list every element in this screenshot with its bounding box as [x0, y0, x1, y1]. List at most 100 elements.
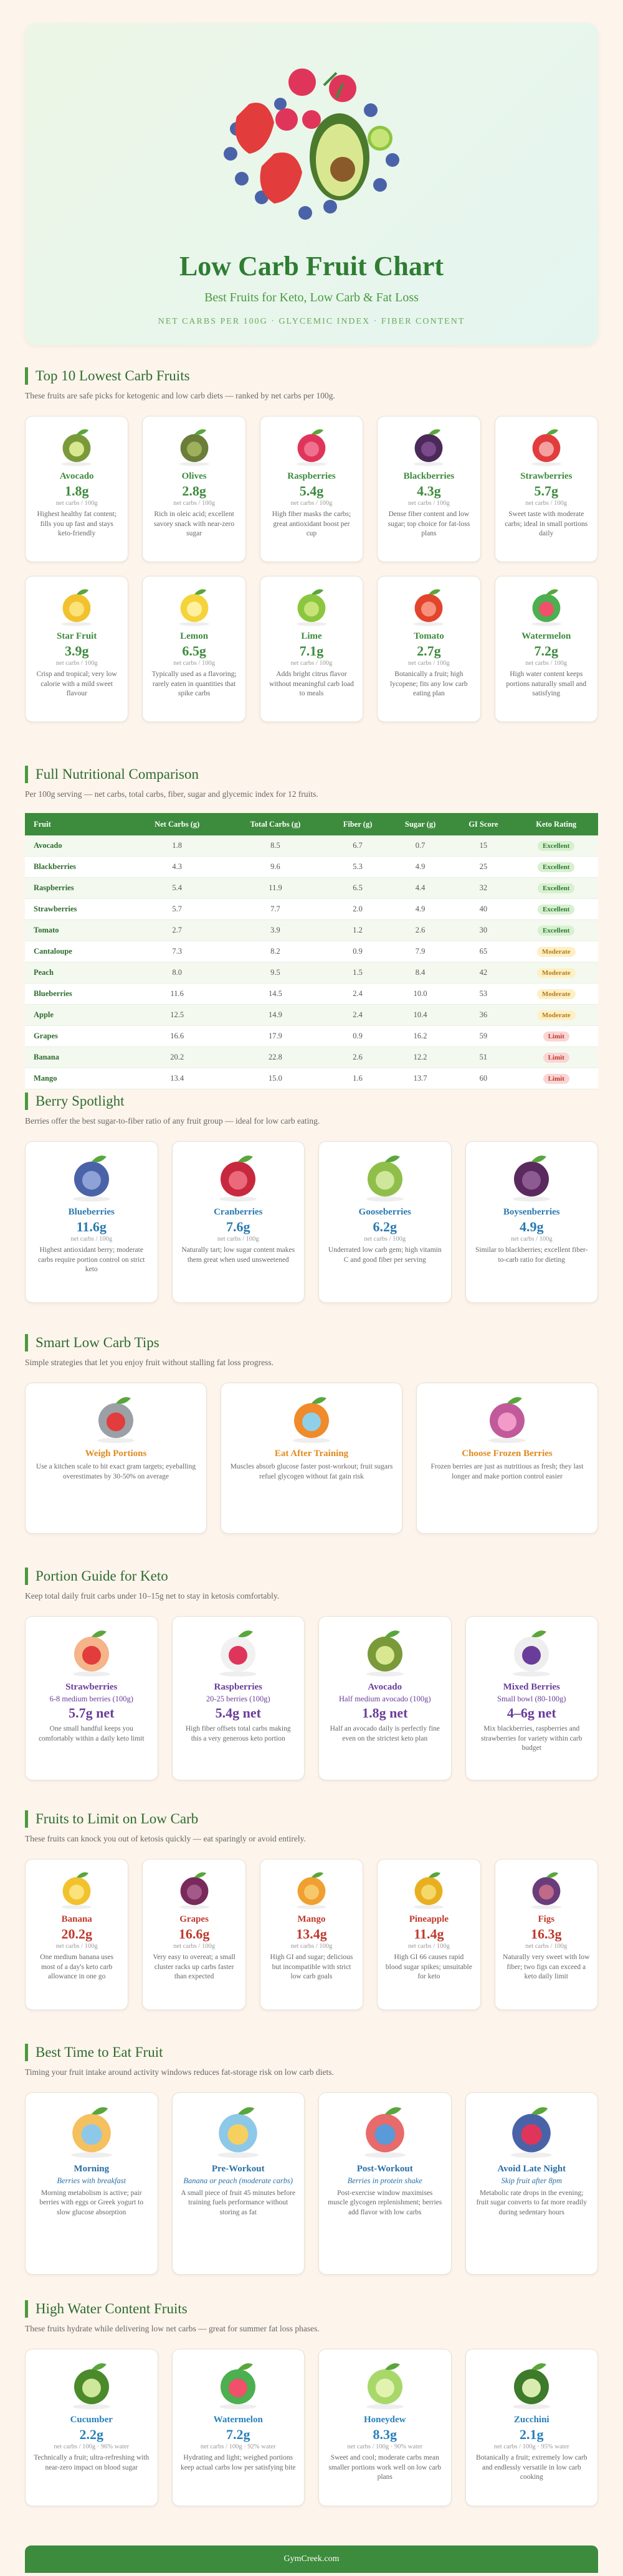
section-description: Simple strategies that let you enjoy fru… — [25, 1358, 273, 1367]
table-cell: 53 — [452, 983, 515, 1005]
icon-inner — [538, 601, 554, 617]
card-description: Mix blackberries, raspberries and strawb… — [481, 1725, 583, 1752]
fruit-icon — [179, 1872, 209, 1909]
card-name: Olives — [181, 471, 207, 481]
table-cell: 0.7 — [388, 835, 453, 857]
table-cell: 16.6 — [130, 1025, 224, 1047]
header: Low Carb Fruit Chart Best Fruits for Ket… — [25, 23, 598, 345]
fruit-icon — [62, 1872, 92, 1909]
table-cell: 5.7 — [130, 898, 224, 920]
table-cell: 9.5 — [223, 962, 328, 984]
table-cell: Excellent — [514, 898, 598, 920]
icon-shadow — [293, 1438, 330, 1443]
icon-inner — [522, 1171, 541, 1190]
card-value: 2.8g — [182, 483, 206, 499]
table-row: Banana 20.2 22.8 2.6 12.2 51 Limit — [25, 1046, 598, 1068]
card-description: One small handful keeps you comfortably … — [38, 1725, 145, 1742]
table-cell: 32 — [452, 877, 515, 899]
icon-inner — [375, 1171, 394, 1190]
icon-inner — [229, 1171, 248, 1190]
card-portion: Half medium avocado (100g) — [338, 1695, 431, 1703]
card-name: Banana — [61, 1914, 92, 1924]
card-value: 5.7g — [534, 483, 559, 499]
fruit-icon — [366, 1155, 404, 1201]
fruit-icon — [296, 589, 326, 626]
icon-shadow — [531, 1905, 561, 1909]
table-cell: 8.2 — [223, 941, 328, 962]
table-header-row: Fruit Net Carbs (g) Total Carbs (g) Fiber (… — [25, 813, 598, 835]
card-name: Star Fruit — [57, 631, 97, 641]
icon-inner — [421, 1884, 437, 1900]
table-cell: 7.3 — [130, 941, 224, 962]
icon-shadow — [513, 2404, 551, 2409]
card-name: Blackberries — [403, 471, 455, 481]
table-cell: 15.0 — [223, 1068, 328, 1089]
table-header: Total Carbs (g) — [223, 813, 328, 835]
table-cell: Blueberries — [25, 983, 131, 1005]
card-name: Mango — [297, 1914, 326, 1924]
card-value: 7.2g — [534, 643, 559, 659]
card-description: Sweet and cool; moderate carbs mean smal… — [328, 2454, 442, 2481]
card-description: Adds bright citrus flavor without meanin… — [269, 670, 354, 698]
table-row: Apple 12.5 14.9 2.4 10.4 36 Moderate — [25, 1004, 598, 1026]
card-grid: Cucumber 2.2g net carbs / 100g · 96% water… — [25, 2349, 598, 2506]
fruit-icon — [219, 2363, 257, 2409]
fruit-icon — [293, 1397, 330, 1443]
icon-inner — [375, 1646, 394, 1665]
card: Avocado Half medium avocado (100g) 1.8g ne… — [318, 1616, 452, 1780]
card-grid: Avocado 1.8g net carbs / 100g Highest healt… — [25, 416, 598, 722]
icon-shadow — [179, 1905, 209, 1909]
table-row: Tomato 2.7 3.9 1.2 2.6 30 Excellent — [25, 919, 598, 941]
icon-shadow — [513, 1196, 551, 1201]
icon-shadow — [72, 2404, 110, 2409]
section-title: Berry Spotlight — [25, 1093, 598, 1110]
card-name: Figs — [538, 1914, 555, 1924]
card-description: Post-exercise window maximises muscle gl… — [328, 2189, 442, 2216]
card: Avocado 1.8g net carbs / 100g Highest healt… — [25, 416, 129, 562]
card-description: Muscles absorb glucose faster post-worko… — [230, 1463, 393, 1480]
section-description: Per 100g serving — net carbs, total carb… — [25, 789, 318, 799]
card-unit: net carbs / 100g — [510, 1236, 553, 1243]
card-name: Avocado — [368, 1682, 402, 1692]
card-unit: net carbs / 100g — [217, 1236, 259, 1243]
card-value: 6.2g — [373, 1219, 397, 1234]
fruit-icon — [366, 2363, 404, 2409]
section: High Water Content Fruits These fruits hy… — [25, 2300, 598, 2506]
card: Post-Workout Berries in protein shake Post… — [318, 2092, 452, 2275]
card-description: Metabolic rate drops in the evening; fru… — [476, 2189, 587, 2216]
card-name: Raspberries — [214, 1682, 263, 1692]
fruit-icon — [513, 1630, 551, 1676]
card-unit: net carbs / 100g — [408, 660, 450, 667]
rating-badge: Limit — [543, 1052, 569, 1063]
card: Zucchini 2.1g net carbs / 100g · 95% water… — [465, 2349, 598, 2506]
icon-leaf — [77, 1872, 89, 1878]
icon-inner — [229, 2379, 248, 2397]
fruit-icon — [531, 589, 561, 626]
card: Mixed Berries Small bowl (80-100g) 4–6g ne… — [465, 1616, 598, 1780]
icon-leaf — [238, 1630, 254, 1637]
icon-inner — [69, 1884, 85, 1900]
icon-shadow — [62, 462, 92, 466]
table-cell: Limit — [514, 1068, 598, 1089]
card-description: Rich in oleic acid; excellent savory sna… — [154, 510, 235, 538]
icon-leaf — [546, 429, 558, 435]
section-description: These fruits can knock you out of ketosi… — [25, 1834, 306, 1843]
table-cell: Excellent — [514, 919, 598, 941]
table-cell: Excellent — [514, 835, 598, 857]
table-cell: 6.5 — [327, 877, 388, 899]
table-cell: 11.9 — [223, 877, 328, 899]
icon-leaf — [91, 1630, 107, 1637]
card-unit: net carbs / 100g — [290, 660, 333, 667]
icon-leaf — [77, 429, 89, 435]
icon-leaf — [194, 1872, 206, 1878]
fruit-icon — [488, 1397, 526, 1443]
icon-leaf — [238, 2363, 254, 2370]
table-cell: Banana — [25, 1046, 131, 1068]
icon-leaf — [384, 2363, 400, 2370]
table-cell: 36 — [452, 1004, 515, 1026]
table-cell: Grapes — [25, 1025, 131, 1047]
table-cell: 12.5 — [130, 1004, 224, 1026]
icon-shadow — [219, 1671, 257, 1676]
card-description: Botanically a fruit; extremely low carb … — [475, 2454, 587, 2481]
icon-shadow — [366, 1196, 404, 1201]
